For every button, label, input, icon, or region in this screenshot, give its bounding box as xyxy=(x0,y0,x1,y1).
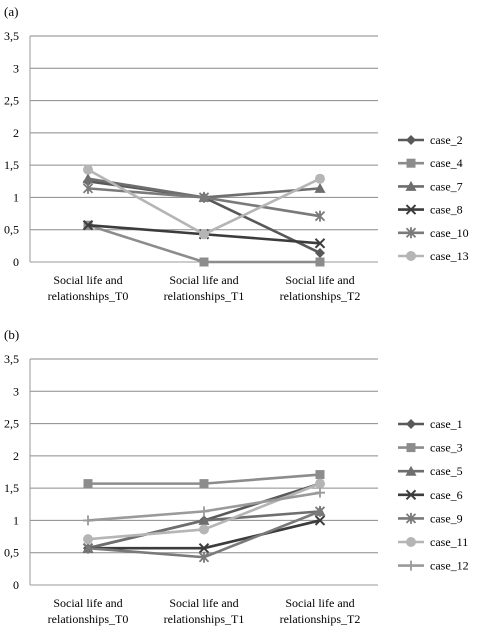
data-point xyxy=(199,479,209,489)
legend-entry: case_6 xyxy=(430,488,463,502)
x-category-label: relationships_T2 xyxy=(280,612,361,626)
data-point xyxy=(82,219,94,231)
y-tick-label: 1,5 xyxy=(4,481,19,495)
y-tick-label: 1 xyxy=(13,513,19,527)
data-point xyxy=(315,173,325,184)
y-tick-label: 2,5 xyxy=(4,94,19,108)
x-category-label: relationships_T1 xyxy=(164,612,245,626)
y-tick-label: 0 xyxy=(13,255,19,269)
legend-marker xyxy=(406,443,416,453)
data-point xyxy=(83,479,93,489)
data-point xyxy=(198,551,210,563)
y-tick-label: 0,5 xyxy=(4,546,19,560)
data-point xyxy=(314,238,326,249)
y-tick-label: 2 xyxy=(13,449,19,463)
legend-marker xyxy=(406,560,416,571)
chart-panel-1: (b) 0 0,5 1 1,5 2 2,5 3 3,5 Social life and relati… xyxy=(4,327,469,626)
y-tick-label: 2,5 xyxy=(4,417,19,431)
x-category-label: relationships_T0 xyxy=(48,612,129,626)
legend-marker xyxy=(405,180,417,191)
x-category-label: Social life and xyxy=(169,596,238,610)
x-category-label: relationships_T0 xyxy=(48,289,129,303)
x-category-label: Social life and xyxy=(285,273,354,287)
data-point xyxy=(82,173,94,184)
data-point xyxy=(199,524,209,535)
x-category-label: relationships_T2 xyxy=(280,289,361,303)
chart-panel-0: (a) 0 0,5 1 1,5 2 2,5 3 3,5 Social life and relati… xyxy=(4,4,469,303)
legend-entry: case_4 xyxy=(430,156,463,170)
data-point xyxy=(314,182,326,193)
data-point xyxy=(199,229,209,240)
x-category-label: relationships_T1 xyxy=(164,289,245,303)
data-point xyxy=(83,515,93,526)
legend-marker xyxy=(405,512,417,524)
data-point xyxy=(314,210,326,222)
legend-entry: case_2 xyxy=(430,133,463,147)
legend-marker xyxy=(406,251,416,261)
data-point xyxy=(198,514,210,525)
legend-entry: case_13 xyxy=(430,249,469,263)
legend-marker xyxy=(405,489,417,501)
legend-entry: case_8 xyxy=(430,203,463,217)
legend-marker xyxy=(406,135,416,145)
panel-label: (a) xyxy=(4,4,18,19)
data-point xyxy=(198,542,210,554)
data-point xyxy=(314,505,326,517)
y-tick-label: 3 xyxy=(13,384,19,398)
legend-marker xyxy=(405,204,417,215)
data-point xyxy=(315,257,325,267)
y-tick-label: 1,5 xyxy=(4,158,19,172)
y-tick-label: 0,5 xyxy=(4,223,19,237)
data-point xyxy=(198,191,210,203)
x-category-label: Social life and xyxy=(53,596,122,610)
data-point xyxy=(199,506,209,517)
legend-marker xyxy=(405,227,417,239)
legend-entry: case_5 xyxy=(430,464,463,478)
x-category-label: Social life and xyxy=(53,273,122,287)
legend-entry: case_10 xyxy=(430,226,469,240)
y-tick-label: 3,5 xyxy=(4,352,19,366)
y-tick-label: 3,5 xyxy=(4,29,19,43)
data-point xyxy=(315,487,325,498)
legend-entry: case_11 xyxy=(430,535,468,549)
legend-entry: case_3 xyxy=(430,441,463,455)
data-point xyxy=(315,470,325,480)
data-point xyxy=(83,534,93,545)
legend-entry: case_7 xyxy=(430,179,463,193)
legend-marker xyxy=(406,537,416,547)
y-tick-label: 3 xyxy=(13,61,19,75)
y-tick-label: 1 xyxy=(13,190,19,204)
legend-entry: case_12 xyxy=(430,559,469,573)
data-point xyxy=(199,257,209,267)
x-category-label: Social life and xyxy=(285,596,354,610)
data-point xyxy=(315,478,325,489)
y-tick-label: 2 xyxy=(13,126,19,140)
data-point xyxy=(83,164,93,175)
data-point xyxy=(82,182,94,194)
panel-label: (b) xyxy=(4,327,19,342)
legend-marker xyxy=(406,419,416,429)
x-category-label: Social life and xyxy=(169,273,238,287)
legend-marker xyxy=(405,465,417,476)
data-point xyxy=(314,515,326,526)
legend-marker xyxy=(406,158,416,168)
y-tick-label: 0 xyxy=(13,578,19,592)
legend-entry: case_9 xyxy=(430,511,463,525)
data-point xyxy=(315,247,325,258)
data-point xyxy=(82,542,94,554)
legend-entry: case_1 xyxy=(430,417,463,431)
